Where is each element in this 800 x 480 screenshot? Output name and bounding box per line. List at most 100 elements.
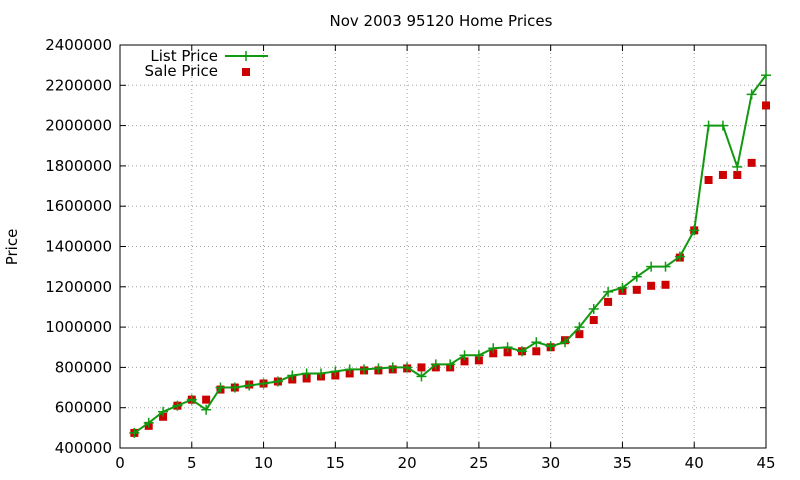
list-price-point <box>301 368 312 379</box>
x-tick-label: 5 <box>187 454 197 472</box>
sale-price-point <box>589 316 598 325</box>
x-tick-label: 15 <box>326 454 345 472</box>
sale-price-point <box>762 101 770 110</box>
list-price-point <box>717 120 728 131</box>
sale-price-point <box>575 330 584 339</box>
list-price-point <box>703 120 714 131</box>
list-price-point <box>646 261 657 272</box>
legend-marker-sale-price <box>242 68 250 76</box>
list-price-point <box>143 417 154 428</box>
list-price-point <box>516 346 527 357</box>
y-tick-label: 2000000 <box>45 117 112 135</box>
list-price-point <box>402 362 413 373</box>
y-tick-label: 1400000 <box>45 238 112 256</box>
list-price-point <box>545 341 556 352</box>
y-tick-label: 1000000 <box>45 318 112 336</box>
legend-marker-list-price <box>241 51 251 61</box>
sale-price-point <box>718 170 727 179</box>
legend-label-sale-price: Sale Price <box>145 62 218 80</box>
x-tick-label: 25 <box>469 454 488 472</box>
y-tick-label: 1600000 <box>45 197 112 215</box>
list-price-point <box>473 350 484 361</box>
list-price-point <box>574 322 585 333</box>
sale-price-point <box>661 280 670 289</box>
list-price-point <box>531 337 542 348</box>
data-series <box>129 70 771 438</box>
sale-price-point <box>704 176 713 185</box>
legend-label-list-price: List Price <box>150 47 218 65</box>
y-tick-label: 1200000 <box>45 278 112 296</box>
legend: List Price Sale Price <box>145 47 268 80</box>
sale-price-point <box>733 170 742 179</box>
sale-price-point <box>503 348 512 357</box>
x-tick-label: 0 <box>115 454 125 472</box>
list-price-point <box>689 225 700 236</box>
list-price-point <box>603 286 614 297</box>
sale-price-point <box>460 357 469 366</box>
sale-price-point <box>747 158 756 167</box>
list-price-point <box>186 394 197 405</box>
y-tick-label: 400000 <box>55 439 112 457</box>
list-price-point <box>201 404 212 415</box>
list-price-point <box>502 342 513 353</box>
list-price-point <box>488 343 499 354</box>
list-price-line <box>133 74 767 434</box>
list-price-point <box>287 370 298 381</box>
sale-price-point <box>417 363 426 372</box>
list-price-point <box>373 363 384 374</box>
x-tick-label: 40 <box>685 454 704 472</box>
list-price-point <box>674 251 685 262</box>
sale-price-point <box>489 349 498 358</box>
y-axis-label: Price <box>3 229 21 266</box>
sale-price-point <box>647 281 656 290</box>
x-tick-label: 30 <box>541 454 560 472</box>
sale-price-point <box>532 347 541 356</box>
list-price-point <box>158 406 169 417</box>
list-price-point <box>229 382 240 393</box>
axis-ticks <box>119 44 767 449</box>
list-price-point <box>660 261 671 272</box>
list-price-point <box>330 366 341 377</box>
sale-price-point <box>604 297 613 306</box>
sale-price-point <box>202 395 211 404</box>
sale-price-point <box>159 412 168 421</box>
x-tick-label: 45 <box>756 454 775 472</box>
list-price-point <box>387 362 398 373</box>
y-tick-label: 600000 <box>55 399 112 417</box>
list-price-point <box>761 70 771 81</box>
list-price-point <box>359 364 370 375</box>
y-tick-label: 1800000 <box>45 157 112 175</box>
list-price-point <box>430 359 441 370</box>
list-price-series <box>129 70 771 438</box>
list-price-point <box>129 427 140 438</box>
sale-price-point <box>474 356 483 365</box>
list-price-point <box>272 376 283 387</box>
list-price-point <box>459 350 470 361</box>
list-price-point <box>560 337 571 348</box>
list-price-point <box>172 400 183 411</box>
list-price-point <box>588 303 599 314</box>
list-price-point <box>416 371 427 382</box>
list-price-point <box>746 89 757 100</box>
chart-title: Nov 2003 95120 Home Prices <box>330 12 553 30</box>
list-price-point <box>344 364 355 375</box>
list-price-point <box>732 161 743 172</box>
sale-price-point <box>302 374 311 383</box>
sale-price-point <box>632 285 641 294</box>
list-price-point <box>215 382 226 393</box>
x-tick-label: 10 <box>254 454 273 472</box>
x-tick-label: 20 <box>398 454 417 472</box>
list-price-point <box>445 359 456 370</box>
axis-tick-labels: 0 5 10 15 20 25 30 35 40 45 400000 600000 800000 1000… <box>45 36 775 472</box>
y-tick-label: 800000 <box>55 358 112 376</box>
y-tick-label: 2400000 <box>45 36 112 54</box>
list-price-point <box>315 368 326 379</box>
list-price-point <box>631 271 642 282</box>
list-price-point <box>617 282 628 293</box>
list-price-point <box>258 378 269 389</box>
y-tick-label: 2200000 <box>45 76 112 94</box>
x-tick-label: 35 <box>613 454 632 472</box>
list-price-point <box>244 380 255 391</box>
